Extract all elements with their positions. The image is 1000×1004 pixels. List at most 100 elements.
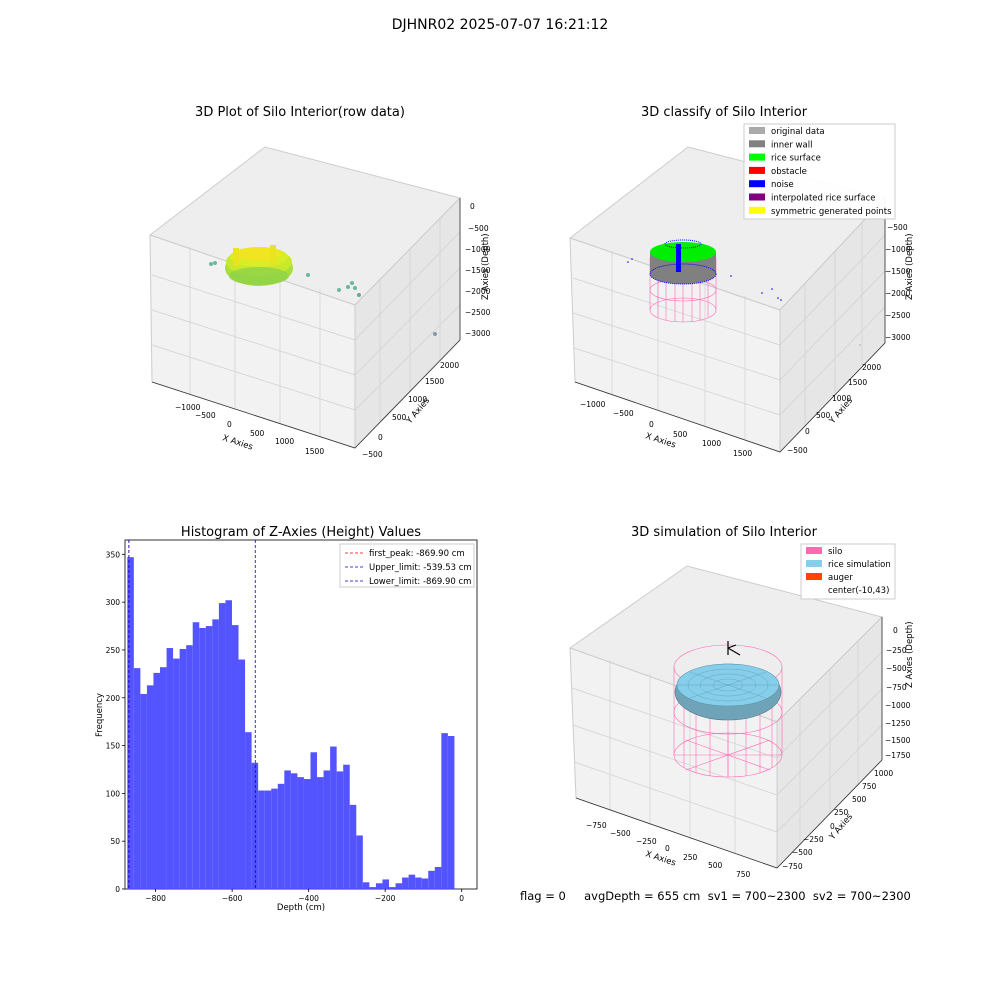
legend-label: inner wall <box>771 140 812 150</box>
histogram-bar <box>205 626 213 889</box>
classify-3d-z-ticks: −500 −1000 −1500 −2000 −2500 −3000 <box>885 223 911 342</box>
histogram-bar <box>447 736 455 889</box>
y-tick: 0 <box>830 822 835 831</box>
legend-swatch <box>806 560 822 567</box>
z-tick: −2000 <box>465 287 491 296</box>
z-tick: −500 <box>886 664 907 673</box>
histogram-bar <box>133 668 141 889</box>
histogram-bar <box>323 770 331 889</box>
y-tick: −500 <box>787 446 808 455</box>
legend-label: rice simulation <box>828 560 891 570</box>
z-tick: −500 <box>468 224 489 233</box>
x-tick-label: 0 <box>459 894 464 903</box>
simulation-3d-x-ticks: −750 −500 −250 0 250 500 750 <box>586 821 751 879</box>
histogram-bar <box>369 887 376 889</box>
histogram-bar <box>389 887 396 889</box>
histogram-bar <box>421 878 429 889</box>
x-tick: −750 <box>586 821 607 830</box>
raw-3d-z-ticks: 0 −500 −1000 −1500 −2000 −2500 −3000 <box>465 202 491 338</box>
histogram-bar <box>277 783 285 889</box>
histogram-bar <box>382 879 389 889</box>
histogram-bar <box>297 777 304 889</box>
histogram-bar <box>271 788 278 889</box>
histogram-bar <box>362 882 370 889</box>
legend-label: noise <box>771 180 794 190</box>
z-tick: −1750 <box>885 751 911 760</box>
histogram-vlines <box>128 540 256 889</box>
figure-title: DJHNR02 2025-07-07 16:21:12 <box>391 17 609 33</box>
x-tick: −1000 <box>580 400 606 409</box>
histogram-bar <box>218 603 226 889</box>
histogram-bar <box>395 883 403 889</box>
histogram-bar <box>408 874 416 889</box>
z-tick: −2500 <box>885 311 911 320</box>
panel-simulation-3d: 3D simulation of Silo Interior −750 −500… <box>500 500 1000 1004</box>
legend-label: original data <box>771 127 825 137</box>
legend-swatch <box>806 573 822 580</box>
y-tick-label: 300 <box>106 598 121 607</box>
y-tick: 500 <box>392 413 407 422</box>
histogram-bar <box>330 746 337 889</box>
z-tick: −2500 <box>465 308 491 317</box>
panel-classify-3d: 3D classify of Silo Interior −1000 −500 … <box>500 0 1000 504</box>
x-tick: 0 <box>649 420 654 429</box>
y-tick: 500 <box>816 411 831 420</box>
histogram-bar <box>264 790 272 889</box>
classify-3d-point-cloud <box>627 239 861 346</box>
histogram-bar <box>153 672 161 889</box>
y-tick: 1500 <box>425 377 444 386</box>
panel-histogram: Histogram of Z-Axies (Height) Values −80… <box>0 500 500 1004</box>
legend-swatch <box>749 206 765 214</box>
z-tick: −1500 <box>465 266 491 275</box>
simulation-3d-z-ticks: 0 −250 −500 −750 −1000 −1250 −1500 −1750 <box>885 626 911 760</box>
histogram-ylabel: Frequency <box>95 693 105 737</box>
classify-3d-title: 3D classify of Silo Interior <box>641 105 808 120</box>
x-tick: 500 <box>708 861 723 870</box>
histogram-bars <box>127 557 455 889</box>
histogram-bar <box>199 627 206 889</box>
z-tick: −1000 <box>465 245 491 254</box>
legend-label: auger <box>828 573 853 583</box>
histogram-bar <box>343 764 350 889</box>
legend-swatch <box>749 193 765 201</box>
legend-label: first_peak: -869.90 cm <box>369 549 465 559</box>
legend-swatch <box>749 140 765 148</box>
x-tick: 0 <box>227 420 232 429</box>
legend-label: Upper_limit: -539.53 cm <box>369 563 472 573</box>
histogram-bar <box>160 667 167 889</box>
histogram-bar <box>238 659 246 889</box>
histogram-title: Histogram of Z-Axies (Height) Values <box>181 525 421 540</box>
x-tick: 1500 <box>305 447 324 456</box>
x-tick: 250 <box>683 853 698 862</box>
histogram-bar <box>179 649 187 889</box>
z-tick: −1500 <box>885 267 911 276</box>
y-tick-label: 0 <box>115 885 120 894</box>
histogram-legend: first_peak: -869.90 cm Upper_limit: -539.… <box>339 543 475 588</box>
y-tick: 1000 <box>874 769 893 778</box>
legend-swatch <box>749 153 765 161</box>
silo-wireframe <box>673 644 783 778</box>
legend-label: Lower_limit: -869.90 cm <box>369 577 471 587</box>
y-tick: 2000 <box>440 361 459 370</box>
histogram-bar <box>225 600 232 889</box>
simulation-3d-legend: silo rice simulation auger center(-10,43) <box>800 543 896 600</box>
classify-3d-y-ticks: −500 0 500 1000 1500 2000 <box>787 363 881 455</box>
y-tick-label: 50 <box>110 837 120 846</box>
x-tick: −500 <box>613 409 634 418</box>
z-tick: −3000 <box>885 333 911 342</box>
y-tick: 500 <box>852 795 867 804</box>
raw-3d-axes-box <box>148 146 461 450</box>
panel-raw-3d: 3D Plot of Silo Interior(row data) −1000… <box>0 0 500 504</box>
simulation-3d-scene <box>673 641 783 778</box>
legend-label: center(-10,43) <box>828 586 889 596</box>
histogram-bar <box>284 770 291 889</box>
x-tick: −250 <box>636 837 657 846</box>
histogram-bar <box>173 658 180 889</box>
y-tick-label: 150 <box>106 742 121 751</box>
x-tick: −500 <box>610 829 631 838</box>
histogram-bar <box>192 622 200 889</box>
histogram-y-ticks: 0 50 100 150 200 250 300 350 <box>106 550 125 894</box>
histogram-bar <box>166 648 174 889</box>
histogram-bar <box>441 733 448 889</box>
status-footer: flag = 0 avgDepth = 655 cm sv1 = 700~230… <box>520 889 911 903</box>
